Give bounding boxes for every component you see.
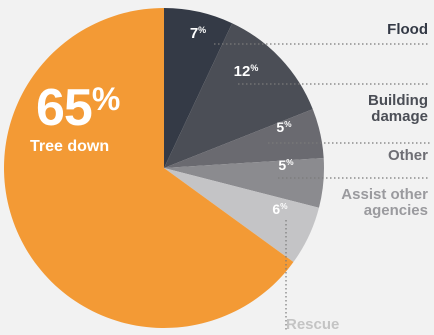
pie-slice-flood xyxy=(164,8,233,168)
assist-agencies-label: Assist other agencies xyxy=(341,187,428,219)
pie-slice-assist-other-agencies xyxy=(164,157,324,208)
pie-slice-tree-down xyxy=(4,7,294,328)
pie-slice-rescue xyxy=(164,168,319,263)
other-label: Other xyxy=(387,147,428,164)
tree-down-pct-sign: % xyxy=(91,81,120,117)
leader-lines xyxy=(214,43,430,330)
building-damage-label: Building damage xyxy=(368,93,428,125)
tree-down-value: 65% xyxy=(36,79,120,137)
assist-agencies-line1: Assist other xyxy=(341,186,428,203)
tree-down-label: Tree down xyxy=(30,138,110,155)
pie-slices xyxy=(4,7,324,328)
pie-slice-other xyxy=(164,109,324,168)
building-damage-line2: damage xyxy=(371,108,428,125)
flood-label: Flood xyxy=(387,21,428,38)
tree-down-number: 65 xyxy=(36,79,93,137)
pie-slice-building-damage xyxy=(164,23,313,168)
assist-agencies-line2: agencies xyxy=(363,202,428,219)
building-damage-line1: Building xyxy=(368,92,428,109)
rescue-label: Rescue xyxy=(286,316,340,333)
